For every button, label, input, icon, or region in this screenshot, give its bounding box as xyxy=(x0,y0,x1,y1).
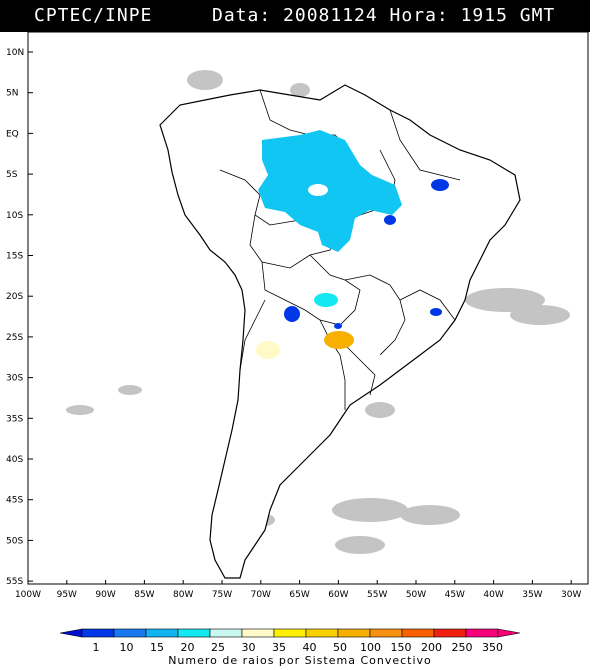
colorbar-label: 50 xyxy=(333,641,347,654)
cluster-100 xyxy=(324,331,354,349)
cluster-20 xyxy=(258,130,402,252)
lon-label: 45W xyxy=(445,590,465,600)
lon-label: 35W xyxy=(522,590,542,600)
colorbar-label: 20 xyxy=(181,641,195,654)
lat-label: EQ xyxy=(6,129,19,139)
colorbar-swatch xyxy=(337,628,371,638)
datetime-label: Data: 20081124 Hora: 1915 GMT xyxy=(212,5,556,26)
lat-label: 40S xyxy=(6,455,23,465)
lat-label: 50S xyxy=(6,536,23,546)
lon-label: 85W xyxy=(134,590,154,600)
lon-label: 80W xyxy=(173,590,193,600)
colorbar-swatch xyxy=(369,628,403,638)
lat-label: 5S xyxy=(6,170,18,180)
lon-label: 55W xyxy=(367,590,387,600)
colorbar-label: 30 xyxy=(242,641,256,654)
lightning-clusters xyxy=(256,130,449,359)
colorbar-arrow-right xyxy=(497,628,521,638)
latitude-labels: 10N 5N EQ 5S 10S 15S 20S 25S 30S 35S 40S 45S 50S 55S xyxy=(6,48,33,587)
colorbar-swatch xyxy=(177,628,211,638)
lon-label: 40W xyxy=(483,590,503,600)
colorbar: 1 10 15 20 25 30 35 40 50 100 150 200 250 350 xyxy=(59,628,521,654)
colorbar-swatch xyxy=(241,628,275,638)
colorbar-swatch xyxy=(81,628,115,638)
lon-label: 75W xyxy=(212,590,232,600)
colorbar-arrow-left xyxy=(59,628,83,638)
lat-label: 20S xyxy=(6,292,23,302)
lon-label: 30W xyxy=(561,590,581,600)
colorbar-label: 1 xyxy=(93,641,100,654)
colorbar-swatch xyxy=(401,628,435,638)
lat-label: 35S xyxy=(6,414,23,424)
lat-label: 25S xyxy=(6,333,23,343)
title-bar: CPTEC/INPE Data: 20081124 Hora: 1915 GMT xyxy=(0,0,590,32)
colorbar-label: 40 xyxy=(303,641,317,654)
colorbar-swatch xyxy=(113,628,147,638)
colorbar-label: 150 xyxy=(391,641,412,654)
colorbar-label: 10 xyxy=(120,641,134,654)
colorbar-swatch xyxy=(209,628,243,638)
lat-label: 55S xyxy=(6,577,23,587)
colorbar-label: 35 xyxy=(272,641,286,654)
colorbar-swatch xyxy=(433,628,467,638)
lon-label: 50W xyxy=(406,590,426,600)
lat-label: 10N xyxy=(6,48,24,58)
colorbar-label: 100 xyxy=(360,641,381,654)
lon-label: 100W xyxy=(15,590,41,600)
source-label: CPTEC/INPE xyxy=(34,5,153,26)
colorbar-swatch xyxy=(305,628,339,638)
colorbar-label: 350 xyxy=(482,641,503,654)
lat-label: 45S xyxy=(6,496,23,506)
lat-label: 15S xyxy=(6,252,23,262)
lon-label: 90W xyxy=(95,590,115,600)
cluster-25 xyxy=(314,293,338,307)
colorbar-swatch xyxy=(273,628,307,638)
colorbar-label: 15 xyxy=(150,641,164,654)
colorbar-swatch xyxy=(145,628,179,638)
lon-label: 95W xyxy=(57,590,77,600)
cluster-10 xyxy=(431,179,449,191)
lat-label: 5N xyxy=(6,89,18,99)
lat-label: 30S xyxy=(6,374,23,384)
lon-label: 70W xyxy=(251,590,271,600)
colorbar-label: 250 xyxy=(452,641,473,654)
colorbar-swatch xyxy=(465,628,499,638)
longitude-labels: 100W 95W 90W 85W 80W 75W 70W 65W 60W 55W 50W 45W 40W… xyxy=(15,580,581,600)
lon-label: 60W xyxy=(328,590,348,600)
lat-label: 10S xyxy=(6,211,23,221)
colorbar-label: 25 xyxy=(211,641,225,654)
lon-label: 65W xyxy=(289,590,309,600)
cluster-35 xyxy=(256,341,280,359)
colorbar-caption: Numero de raios por Sistema Convectivo xyxy=(168,654,432,667)
colorbar-label: 200 xyxy=(421,641,442,654)
